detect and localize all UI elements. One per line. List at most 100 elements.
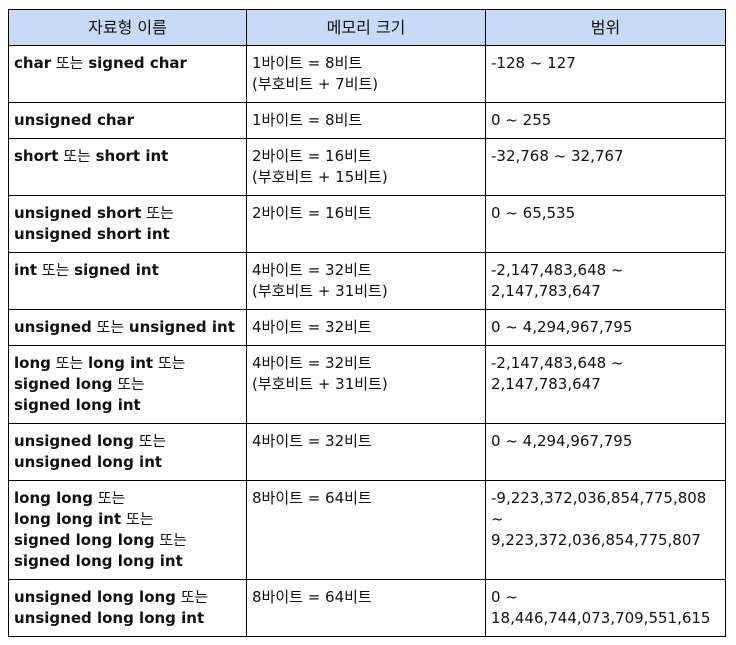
table-row: long 또는 long int 또는 signed long 또는 signed … [8, 345, 726, 424]
cell-range: 0 ~ 18,446,744,073,709,551,615 [485, 579, 726, 637]
type-keyword: long [14, 354, 51, 372]
range-line: -32,768 ~ 32,767 [491, 147, 624, 165]
table-row: unsigned 또는 unsigned int 4바이트 = 32비트 0 ~ 4… [8, 309, 726, 346]
type-keyword: unsigned long [14, 432, 134, 450]
memory-size-line: 4바이트 = 32비트 [252, 432, 372, 450]
type-keyword: unsigned long int [14, 453, 163, 471]
table-row: short 또는 short int 2바이트 = 16비트 (부호비트 + 15비… [8, 138, 726, 196]
header-memory-size: 메모리 크기 [246, 9, 486, 46]
connector-text: 또는 [92, 489, 126, 507]
cell-type-name: unsigned char [8, 102, 247, 139]
memory-size-line: 4바이트 = 32비트 [252, 354, 372, 372]
table-row: char 또는 signed char 1바이트 = 8비트 (부호비트 + 7비트… [8, 45, 726, 103]
cell-memory-size: 1바이트 = 8비트 (부호비트 + 7비트) [246, 45, 486, 103]
data-type-table-container: 자료형 이름 메모리 크기 범위 char 또는 signed char 1바이트… [8, 9, 726, 637]
connector-text: 또는 [153, 354, 186, 372]
header-range: 범위 [485, 9, 726, 46]
cell-memory-size: 4바이트 = 32비트 (부호비트 + 31비트) [246, 252, 486, 310]
cell-type-name: short 또는 short int [8, 138, 247, 196]
table-row: long long 또는 long long int 또는 signed long … [8, 480, 726, 580]
connector-text: 또는 [112, 375, 145, 393]
type-keyword: char [14, 54, 52, 72]
cell-type-name: int 또는 signed int [8, 252, 247, 310]
table-header-row: 자료형 이름 메모리 크기 범위 [8, 9, 726, 46]
cell-range: 0 ~ 65,535 [485, 195, 726, 253]
cell-range: -2,147,483,648 ~ 2,147,783,647 [485, 252, 726, 310]
cell-range: -2,147,483,648 ~ 2,147,783,647 [485, 345, 726, 424]
type-keyword: unsigned long long int [14, 609, 205, 627]
memory-size-line: 8바이트 = 64비트 [252, 588, 372, 606]
cell-type-name: unsigned 또는 unsigned int [8, 309, 247, 346]
cell-memory-size: 2바이트 = 16비트 [246, 195, 486, 253]
cell-range: 0 ~ 255 [485, 102, 726, 139]
type-keyword: short [14, 147, 59, 165]
memory-size-line: 2바이트 = 16비트 [252, 204, 372, 222]
memory-size-line: 8바이트 = 64비트 [252, 489, 372, 507]
memory-size-line: (부호비트 + 31비트) [252, 375, 388, 393]
cell-type-name: long 또는 long int 또는 signed long 또는 signed … [8, 345, 247, 424]
type-keyword: signed char [88, 54, 187, 72]
type-keyword: unsigned int [128, 318, 235, 336]
type-keyword: unsigned short [14, 204, 142, 222]
cell-memory-size: 8바이트 = 64비트 [246, 579, 486, 637]
range-line: 2,147,783,647 [491, 282, 601, 300]
range-line: 0 ~ [491, 588, 518, 606]
cell-range: -128 ~ 127 [485, 45, 726, 103]
type-keyword: unsigned [14, 318, 92, 336]
cell-memory-size: 1바이트 = 8비트 [246, 102, 486, 139]
type-keyword: long long int [14, 510, 122, 528]
table-row: unsigned long long 또는 unsigned long long … [8, 579, 726, 637]
type-keyword: signed long int [14, 396, 141, 414]
cell-memory-size: 4바이트 = 32비트 [246, 309, 486, 346]
table-body: char 또는 signed char 1바이트 = 8비트 (부호비트 + 7비트… [8, 45, 726, 637]
type-keyword: int [14, 261, 37, 279]
type-keyword: signed int [74, 261, 159, 279]
range-line: 2,147,783,647 [491, 375, 601, 393]
cell-type-name: unsigned short 또는 unsigned short int [8, 195, 247, 253]
data-type-table: 자료형 이름 메모리 크기 범위 char 또는 signed char 1바이트… [8, 9, 726, 637]
header-type-name: 자료형 이름 [8, 9, 247, 46]
memory-size-line: 1바이트 = 8비트 [252, 111, 363, 129]
range-line: 0 ~ 4,294,967,795 [491, 432, 633, 450]
memory-size-line: 2바이트 = 16비트 [252, 147, 372, 165]
range-line: 0 ~ 4,294,967,795 [491, 318, 633, 336]
cell-range: -9,223,372,036,854,775,808 ~9,223,372,036… [485, 480, 726, 580]
type-keyword: short int [95, 147, 169, 165]
range-line: 0 ~ 65,535 [491, 204, 576, 222]
cell-range: -32,768 ~ 32,767 [485, 138, 726, 196]
cell-range: 0 ~ 4,294,967,795 [485, 423, 726, 481]
connector-text: 또는 [154, 531, 187, 549]
type-keyword: unsigned long long [14, 588, 176, 606]
cell-memory-size: 4바이트 = 32비트 (부호비트 + 31비트) [246, 345, 486, 424]
connector-text: 또는 [91, 318, 129, 336]
memory-size-line: 4바이트 = 32비트 [252, 318, 372, 336]
table-row: unsigned long 또는 unsigned long int 4바이트 = … [8, 423, 726, 481]
table-row: unsigned char 1바이트 = 8비트 0 ~ 255 [8, 102, 726, 139]
table-row: int 또는 signed int 4바이트 = 32비트 (부호비트 + 31비트… [8, 252, 726, 310]
connector-text: 또는 [37, 261, 75, 279]
range-line: 9,223,372,036,854,775,807 [491, 531, 701, 549]
cell-type-name: unsigned long long 또는 unsigned long long … [8, 579, 247, 637]
range-line: -2,147,483,648 ~ [491, 354, 624, 372]
memory-size-line: (부호비트 + 31비트) [252, 282, 388, 300]
memory-size-line: (부호비트 + 7비트) [252, 75, 379, 93]
connector-text: 또는 [175, 588, 209, 606]
range-line: -128 ~ 127 [491, 54, 576, 72]
cell-type-name: unsigned long 또는 unsigned long int [8, 423, 247, 481]
connector-text: 또는 [133, 432, 167, 450]
type-keyword: unsigned char [14, 111, 135, 129]
range-line: ~ [491, 510, 504, 528]
cell-memory-size: 4바이트 = 32비트 [246, 423, 486, 481]
connector-text: 또는 [141, 204, 174, 222]
connector-text: 또는 [58, 147, 96, 165]
type-keyword: signed long [14, 375, 113, 393]
memory-size-line: (부호비트 + 15비트) [252, 168, 388, 186]
cell-range: 0 ~ 4,294,967,795 [485, 309, 726, 346]
type-keyword: long int [88, 354, 154, 372]
type-keyword: signed long long int [14, 552, 183, 570]
table-row: unsigned short 또는 unsigned short int 2바이트 … [8, 195, 726, 253]
memory-size-line: 1바이트 = 8비트 [252, 54, 363, 72]
range-line: -2,147,483,648 ~ [491, 261, 624, 279]
connector-text: 또는 [121, 510, 154, 528]
connector-text: 또는 [51, 54, 89, 72]
